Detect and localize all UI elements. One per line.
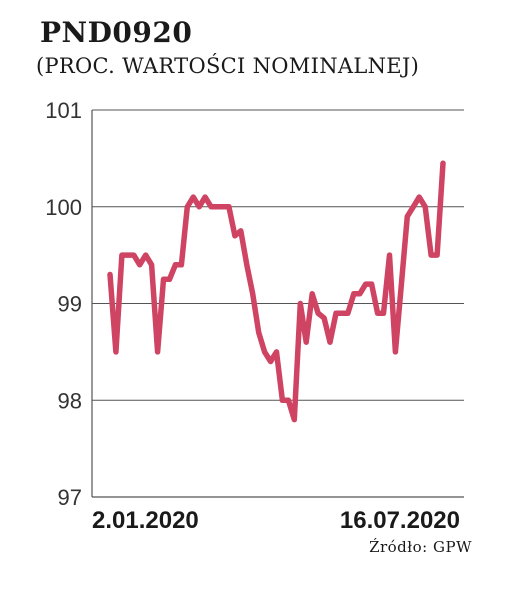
x-tick-end: 16.07.2020: [340, 507, 460, 534]
y-tick-label: 97: [58, 485, 82, 510]
source-note: Źródło: GPW: [369, 538, 472, 556]
y-tick-label: 98: [58, 388, 82, 413]
y-tick-label: 99: [58, 292, 82, 317]
y-tick-label: 100: [45, 195, 82, 220]
y-tick-label: 101: [45, 98, 82, 123]
y-ticks: 97 98 99 100 101: [45, 98, 82, 510]
chart-title: PND0920: [40, 16, 193, 49]
x-tick-start: 2.01.2020: [92, 507, 199, 534]
series-line: [107, 160, 446, 423]
chart-subtitle: (PROC. WARTOŚCI NOMINALNEJ): [36, 54, 420, 78]
